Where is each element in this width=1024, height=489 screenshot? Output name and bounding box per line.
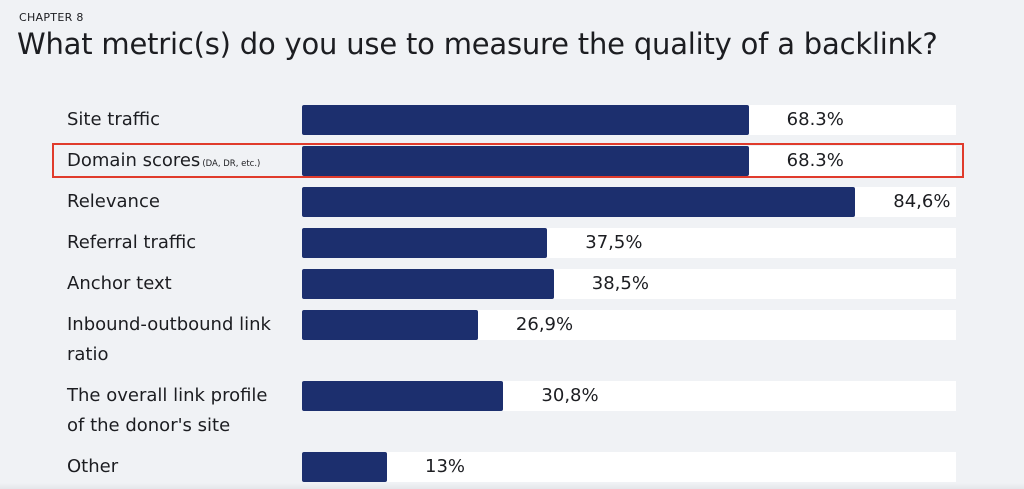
- bar: [302, 187, 856, 217]
- chart-title: What metric(s) do you use to measure the…: [17, 27, 938, 61]
- category-label-line: The overall link profile: [67, 385, 268, 406]
- category-label-line: ratio: [67, 344, 109, 365]
- category-label: Relevance: [67, 187, 292, 217]
- bar: [302, 452, 388, 482]
- category-label-line: Site traffic: [67, 109, 161, 130]
- value-label: 38,5%: [591, 273, 649, 294]
- value-label: 26,9%: [515, 314, 574, 335]
- value-label: 13%: [425, 456, 466, 477]
- category-label: Anchor text: [67, 269, 292, 299]
- category-label-line: Relevance: [67, 191, 160, 212]
- bar: [302, 269, 554, 299]
- category-label-line: Inbound-outbound link: [67, 314, 271, 335]
- category-label: The overall link profile of the donor's s…: [67, 381, 292, 441]
- bar: [302, 228, 548, 258]
- value-label: 68.3%: [786, 150, 844, 171]
- category-label: Referral traffic: [67, 228, 292, 258]
- bottom-edge: [0, 483, 1024, 489]
- category-label: Domain scores (DA, DR, etc.): [67, 146, 292, 179]
- category-label-line: Referral traffic: [67, 232, 197, 253]
- category-note: (DA, DR, etc.): [202, 159, 261, 169]
- bar: [302, 105, 749, 135]
- bar: [302, 146, 749, 176]
- category-label: Site traffic: [67, 105, 292, 135]
- category-label: Other: [67, 452, 292, 482]
- category-label-line: Domain scores: [67, 150, 201, 171]
- chapter-label: CHAPTER 8: [19, 11, 84, 24]
- category-label-line: Anchor text: [67, 273, 172, 294]
- value-label: 30,8%: [541, 385, 599, 406]
- category-label: Inbound-outbound link ratio: [67, 310, 292, 370]
- highlight-box: [52, 143, 964, 178]
- value-label: 37,5%: [585, 232, 643, 253]
- bar-track: [302, 452, 956, 482]
- bar: [302, 310, 478, 340]
- category-label-line: Other: [67, 456, 119, 477]
- value-label: 68.3%: [786, 109, 844, 130]
- value-label: 84,6%: [893, 191, 951, 212]
- category-label-line: of the donor's site: [67, 415, 231, 436]
- bar: [302, 381, 504, 411]
